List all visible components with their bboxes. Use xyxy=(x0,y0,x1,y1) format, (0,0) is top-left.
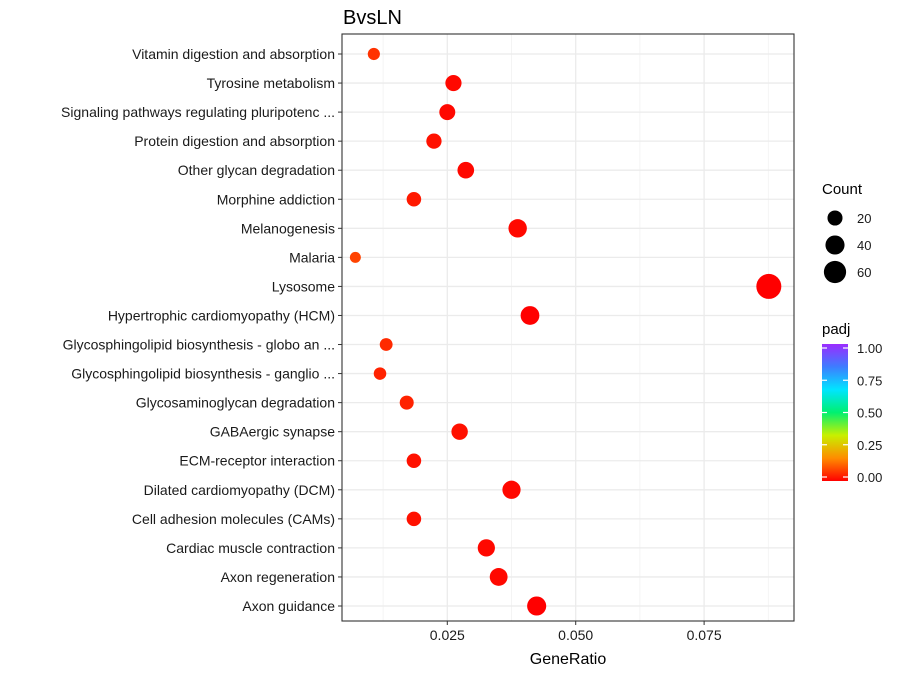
data-point xyxy=(756,273,782,299)
y-tick-label: Malaria xyxy=(289,249,335,265)
y-tick-label: Axon guidance xyxy=(242,598,335,614)
data-point xyxy=(502,480,521,499)
size-legend-title: Count xyxy=(822,181,863,198)
colorbar-tick-label: 0.25 xyxy=(857,438,882,453)
color-legend: padj 1.00 0.75 0.50 0.25 0.00 xyxy=(822,321,882,485)
color-legend-title: padj xyxy=(822,321,850,338)
data-point xyxy=(508,219,527,238)
plot-panel xyxy=(342,34,794,621)
data-point xyxy=(439,104,456,121)
data-point xyxy=(406,511,422,527)
size-legend: Count 20 40 60 xyxy=(822,181,871,284)
y-tick-label: Glycosphingolipid biosynthesis - ganglio… xyxy=(71,366,335,382)
chart-title: BvsLN xyxy=(343,7,402,29)
y-tick-label: Glycosaminoglycan degradation xyxy=(136,395,335,411)
colorbar-tick-label: 1.00 xyxy=(857,341,882,356)
y-tick-label: Vitamin digestion and absorption xyxy=(132,46,335,62)
data-point xyxy=(349,251,361,263)
data-point xyxy=(406,453,422,469)
x-axis-title: GeneRatio xyxy=(530,651,607,668)
x-axis: 0.025 0.050 0.075 xyxy=(430,621,722,643)
colorbar-tick-label: 0.75 xyxy=(857,373,882,388)
data-point xyxy=(379,338,393,351)
y-tick-label: Tyrosine metabolism xyxy=(207,75,335,91)
y-tick-label: Morphine addiction xyxy=(217,191,335,207)
size-legend-label: 60 xyxy=(857,265,871,280)
colorbar-tick-label: 0.50 xyxy=(857,406,882,421)
y-tick-label: Cardiac muscle contraction xyxy=(166,540,335,556)
y-tick-label: Cell adhesion molecules (CAMs) xyxy=(132,511,335,527)
data-point xyxy=(373,367,387,380)
y-tick-label: Glycosphingolipid biosynthesis - globo a… xyxy=(63,337,335,353)
size-legend-label: 20 xyxy=(857,211,871,226)
size-legend-key xyxy=(825,235,845,255)
grid-lines xyxy=(342,34,794,621)
data-point xyxy=(477,539,495,557)
size-legend-label: 40 xyxy=(857,238,871,253)
colorbar-tick-label: 0.00 xyxy=(857,470,882,485)
y-tick-label: Other glycan degradation xyxy=(178,162,335,178)
data-point xyxy=(457,161,475,179)
x-tick-label: 0.075 xyxy=(687,627,722,643)
y-tick-label: Melanogenesis xyxy=(241,220,335,236)
data-point xyxy=(426,133,442,149)
y-tick-label: Protein digestion and absorption xyxy=(134,133,335,149)
y-tick-label: ECM-receptor interaction xyxy=(179,453,335,469)
y-tick-label: GABAergic synapse xyxy=(210,424,335,440)
data-points xyxy=(349,47,782,616)
data-point xyxy=(445,74,462,92)
data-point xyxy=(520,306,540,325)
data-point xyxy=(406,191,422,207)
y-tick-label: Lysosome xyxy=(272,278,336,294)
plot-panel-border xyxy=(341,33,795,622)
x-tick-label: 0.025 xyxy=(430,627,465,643)
data-point xyxy=(399,395,414,410)
y-tick-label: Signaling pathways regulating pluripoten… xyxy=(61,104,335,120)
data-point xyxy=(527,596,547,616)
size-legend-key xyxy=(823,260,847,284)
x-tick-label: 0.050 xyxy=(558,627,593,643)
y-tick-label: Hypertrophic cardiomyopathy (HCM) xyxy=(108,307,335,323)
y-tick-label: Dilated cardiomyopathy (DCM) xyxy=(144,482,335,498)
size-legend-key xyxy=(827,210,843,226)
y-tick-label: Axon regeneration xyxy=(221,569,335,585)
y-axis: Vitamin digestion and absorption Tyrosine… xyxy=(61,46,342,614)
data-point xyxy=(451,423,468,440)
data-point xyxy=(367,47,380,61)
data-point xyxy=(489,568,508,586)
